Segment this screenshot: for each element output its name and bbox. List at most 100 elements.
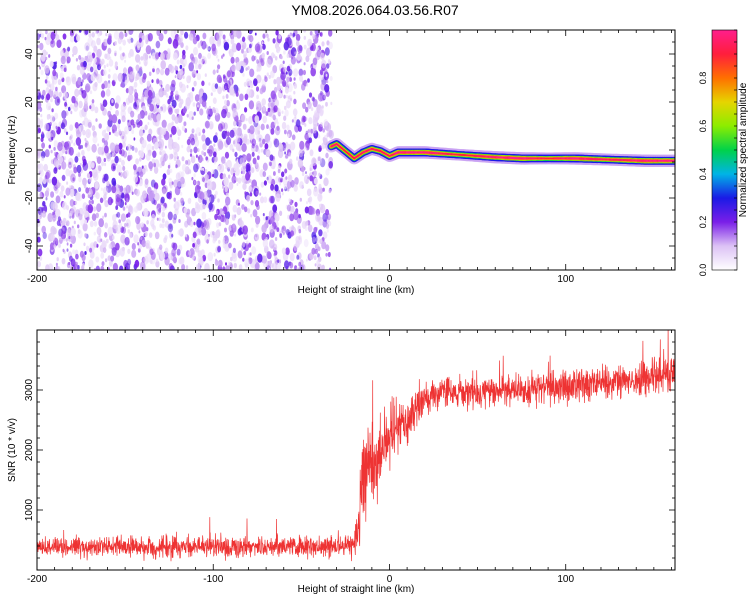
noise-speckle [314,263,317,267]
noise-speckle [208,105,211,110]
noise-speckle [169,65,175,74]
noise-speckle [285,100,291,109]
noise-speckle [223,41,230,51]
noise-speckle [208,82,211,86]
noise-speckle [144,231,148,237]
noise-speckle [303,239,309,248]
noise-speckle [119,46,122,51]
noise-speckle [294,201,298,208]
noise-speckle [122,150,128,158]
noise-speckle [167,211,173,221]
noise-speckle [267,107,271,113]
noise-speckle [84,137,87,142]
noise-speckle [108,68,111,73]
noise-speckle [205,156,208,161]
noise-speckle [266,51,269,55]
noise-speckle [167,223,174,233]
noise-speckle [325,209,330,216]
noise-speckle [61,161,67,170]
noise-speckle [195,263,201,270]
noise-speckle [103,64,106,69]
noise-speckle [127,30,134,35]
noise-speckle [264,133,271,143]
noise-speckle [185,265,189,270]
noise-speckle [106,82,111,89]
noise-speckle [158,91,163,98]
noise-speckle [190,56,196,64]
noise-speckle [135,64,140,72]
spectrogram-y-tick-label: 40 [24,48,35,60]
noise-speckle [200,167,203,171]
noise-speckle [133,164,137,171]
noise-speckle [52,202,58,211]
noise-speckle [214,213,219,221]
noise-speckle [111,114,118,124]
noise-speckle [228,261,231,266]
noise-speckle [109,106,113,111]
noise-speckle [103,193,107,200]
noise-speckle [108,114,113,121]
noise-speckle [149,166,153,172]
noise-speckle [229,87,235,96]
noise-speckle [250,214,253,218]
noise-speckle [61,110,67,119]
noise-speckle [185,234,188,238]
noise-speckle [137,242,140,246]
noise-speckle [225,80,231,89]
noise-speckle [103,157,107,163]
noise-speckle [93,206,97,212]
noise-speckle [293,90,296,95]
noise-speckle [216,210,219,215]
noise-speckle [309,31,313,36]
noise-speckle [320,52,325,60]
noise-speckle [86,144,91,152]
noise-speckle [171,125,177,135]
noise-speckle [204,262,210,270]
noise-speckle [155,258,159,263]
noise-speckle [107,74,111,79]
noise-speckle [75,58,78,62]
noise-speckle [48,54,51,58]
noise-speckle [267,102,271,108]
noise-speckle [148,192,154,202]
spectrogram-x-tick-label: 0 [387,274,393,285]
noise-speckle [293,83,298,89]
noise-speckle [264,31,268,36]
noise-speckle [250,167,255,174]
noise-speckle [180,42,184,48]
noise-speckle [316,122,320,127]
noise-speckle [37,267,40,270]
noise-speckle [298,45,303,52]
noise-speckle [141,165,144,169]
noise-speckle [260,181,265,188]
noise-speckle [96,227,102,235]
noise-speckle [226,111,231,119]
noise-speckle [130,119,135,126]
noise-speckle [78,187,82,193]
noise-speckle [93,45,98,52]
noise-speckle [245,118,248,122]
noise-speckle [158,134,162,141]
noise-speckle [173,201,180,211]
noise-speckle [275,176,280,184]
noise-speckle [133,102,138,110]
noise-speckle [181,125,186,132]
noise-speckle [218,239,221,244]
noise-speckle [48,179,52,184]
noise-speckle [171,99,177,109]
colorbar-tick-label: 0.4 [698,168,708,181]
noise-speckle [294,265,298,270]
noise-speckle [117,37,122,45]
noise-speckle [217,64,221,70]
noise-speckle [134,259,140,268]
noise-speckle [326,63,330,69]
noise-speckle [270,195,275,204]
noise-speckle [191,131,194,134]
noise-speckle [163,89,167,96]
noise-speckle [180,197,185,204]
noise-speckle [74,122,79,129]
noise-speckle [286,76,290,83]
noise-speckle [295,240,300,248]
noise-speckle [192,231,197,239]
noise-speckle [193,221,196,226]
